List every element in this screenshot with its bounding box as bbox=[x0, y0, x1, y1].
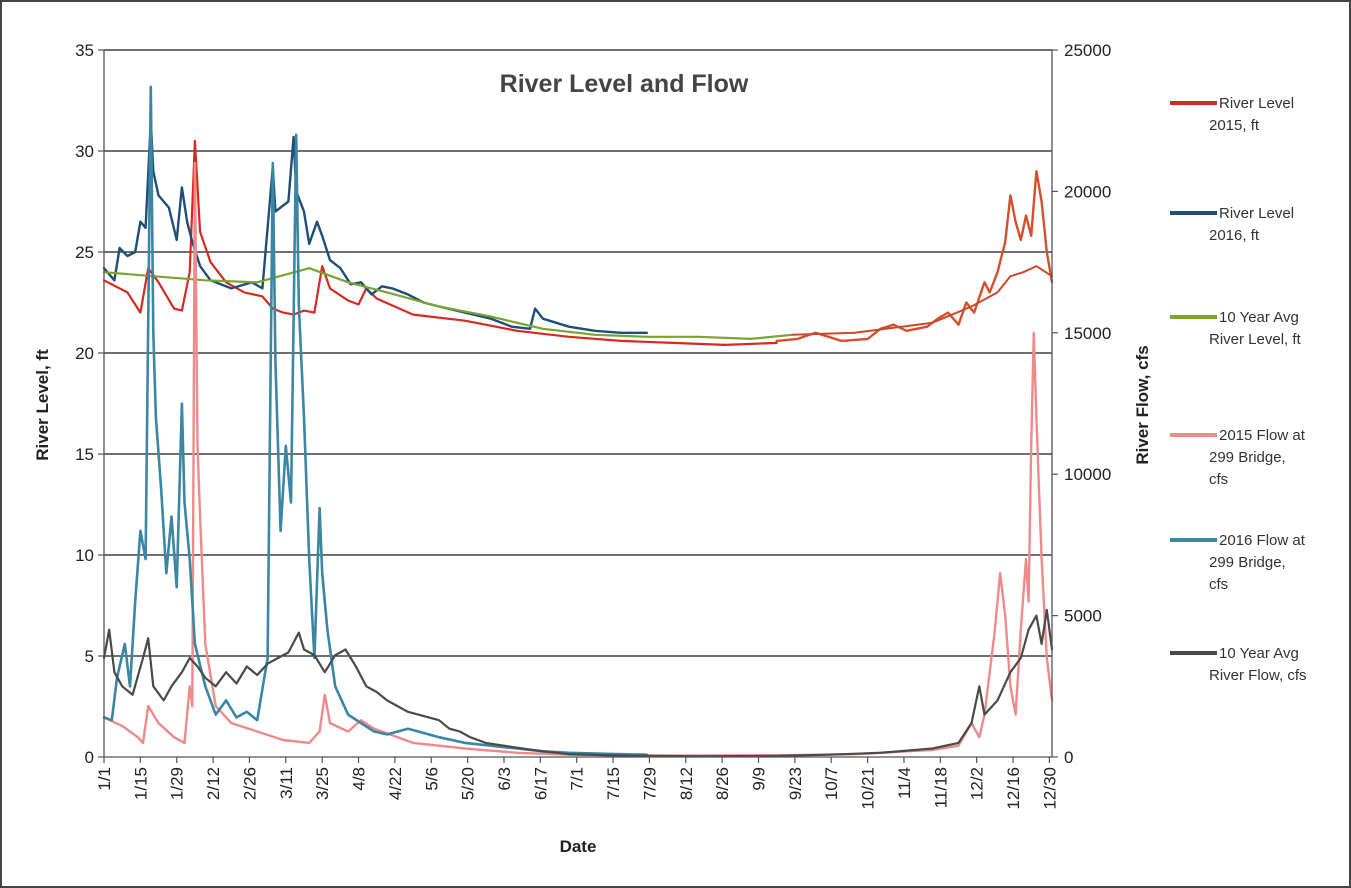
x-tick-label-4-8: 4/8 bbox=[350, 767, 369, 791]
legend: River Level 2015, ft River Level 2016, ft 10… bbox=[1170, 95, 1307, 684]
x-tick-label-1-29: 1/29 bbox=[168, 767, 187, 800]
series-line-5-2015-flow-at-299-bridge-cfs bbox=[102, 161, 1054, 757]
x-tick-label-9-23: 9/23 bbox=[786, 767, 805, 800]
legend-entry-river-level-2015-ft: River Level 2015, ft bbox=[1209, 95, 1294, 134]
left-tick-label-15: 15 bbox=[75, 445, 94, 464]
legend-entry-river-level-2016-ft: River Level 2016, ft bbox=[1209, 205, 1294, 244]
right-tick-label-5000: 5000 bbox=[1064, 607, 1102, 626]
left-tick-label-0: 0 bbox=[85, 748, 94, 767]
x-tick-label-1-1: 1/1 bbox=[95, 767, 114, 791]
gridlines bbox=[104, 49, 1052, 657]
x-tick-label-7-1: 7/1 bbox=[568, 767, 587, 791]
left-axis-ticks: 0 5 10 15 20 25 30 35 bbox=[75, 41, 104, 767]
x-tick-label-3-25: 3/25 bbox=[313, 767, 332, 800]
right-axis-ticks: 0 5000 10000 15000 20000 25000 bbox=[1052, 41, 1111, 767]
x-tick-label-11-18: 11/18 bbox=[931, 767, 950, 808]
x-tick-label-8-26: 8/26 bbox=[713, 767, 732, 800]
left-tick-label-30: 30 bbox=[75, 142, 94, 161]
right-tick-label-25000: 25000 bbox=[1064, 41, 1111, 60]
x-tick-label-6-17: 6/17 bbox=[531, 767, 550, 800]
x-tick-label-10-21: 10/21 bbox=[859, 767, 878, 810]
y-axis-right-title: River Flow, cfs bbox=[1133, 345, 1152, 464]
legend-entry-10-year-avg-river-flow-cfs: 10 Year Avg River Flow, cfs bbox=[1209, 645, 1307, 684]
series-line-3-river-level-2015-ft-sep-dec bbox=[775, 170, 1054, 343]
series-lines bbox=[102, 85, 1054, 758]
series-line-0-river-level-2015-ft bbox=[102, 139, 778, 346]
series-line-2-10-year-avg-river-level-ft bbox=[102, 267, 794, 340]
series-line-7-10-year-avg-river-flow-cfs bbox=[102, 608, 1054, 758]
x-tick-label-6-3: 6/3 bbox=[495, 767, 514, 791]
x-tick-label-12-16: 12/16 bbox=[1004, 767, 1023, 810]
x-axis-ticks: 1/1 1/15 1/29 2/12 2/26 3/11 3/25 4/8 4/22 5/6 5/2… bbox=[95, 757, 1059, 810]
legend-entry-10-year-avg-river-level-ft: 10 Year Avg River Level, ft bbox=[1209, 309, 1302, 348]
left-tick-label-25: 25 bbox=[75, 243, 94, 262]
left-tick-label-5: 5 bbox=[85, 647, 94, 666]
x-tick-label-12-2: 12/2 bbox=[968, 767, 987, 800]
chart-title: River Level and Flow bbox=[500, 70, 749, 98]
x-tick-label-2-12: 2/12 bbox=[204, 767, 223, 800]
legend-entry-2015-flow-at-299-bridge-cfs: 2015 Flow at 299 Bridge, cfs bbox=[1209, 427, 1306, 488]
x-tick-label-12-30: 12/30 bbox=[1040, 767, 1059, 810]
series-line-4-10-year-avg-river-level-ft-sep-dec bbox=[791, 265, 1053, 336]
series-line-6-2016-flow-at-299-bridge-cfs bbox=[102, 85, 649, 756]
x-tick-label-3-11: 3/11 bbox=[277, 767, 296, 799]
x-tick-label-5-6: 5/6 bbox=[422, 767, 441, 791]
x-tick-label-7-29: 7/29 bbox=[640, 767, 659, 800]
right-tick-label-0: 0 bbox=[1064, 748, 1073, 767]
x-tick-label-4-22: 4/22 bbox=[386, 767, 405, 800]
x-axis-title: Date bbox=[560, 837, 597, 856]
left-tick-label-20: 20 bbox=[75, 344, 94, 363]
x-tick-label-11-4: 11/4 bbox=[895, 767, 914, 799]
x-tick-label-8-12: 8/12 bbox=[677, 767, 696, 800]
series-line-1-river-level-2016-ft bbox=[102, 119, 648, 334]
x-tick-label-1-15: 1/15 bbox=[131, 767, 150, 800]
legend-entry-2016-flow-at-299-bridge-cfs: 2016 Flow at 299 Bridge, cfs bbox=[1209, 532, 1306, 593]
right-tick-label-15000: 15000 bbox=[1064, 324, 1111, 343]
axes bbox=[103, 50, 1053, 758]
x-tick-label-9-9: 9/9 bbox=[750, 767, 769, 791]
x-tick-label-5-20: 5/20 bbox=[459, 767, 478, 800]
right-tick-label-20000: 20000 bbox=[1064, 182, 1111, 201]
right-tick-label-10000: 10000 bbox=[1064, 465, 1111, 484]
x-tick-label-2-26: 2/26 bbox=[240, 767, 259, 800]
left-tick-label-35: 35 bbox=[75, 41, 94, 60]
left-tick-label-10: 10 bbox=[75, 546, 94, 565]
y-axis-left-title: River Level, ft bbox=[33, 349, 52, 461]
x-tick-label-10-7: 10/7 bbox=[822, 767, 841, 800]
x-tick-label-7-15: 7/15 bbox=[604, 767, 623, 800]
